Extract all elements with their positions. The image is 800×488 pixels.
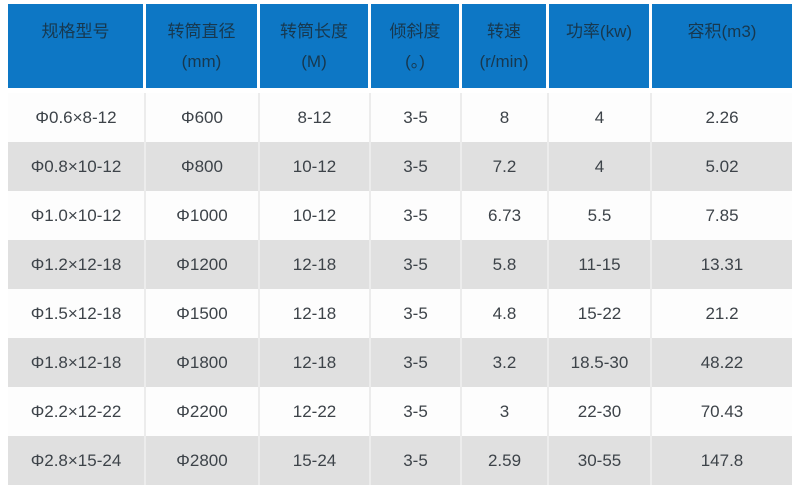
table-cell: Φ1000: [146, 191, 260, 240]
column-header-7: 容积(m3): [652, 4, 792, 93]
table-cell: Φ2.2×12-22: [8, 387, 146, 436]
table-cell: Φ0.8×10-12: [8, 142, 146, 191]
table-cell: 3-5: [371, 93, 462, 142]
table-cell: 2.26: [705, 107, 739, 127]
table-row: Φ2.8×15-24 Φ2800 15-24 3-5 2.59 30-55 147.8: [8, 436, 792, 485]
table-cell: 12-18: [260, 338, 371, 387]
spec-table-body: Φ0.6×8-12 Φ600 8-12 3-5 8 4 2.26 Φ0.8×10-12 Φ800…: [8, 93, 792, 485]
table-cell: 13.31: [700, 254, 744, 274]
table-cell: Φ1.5×12-18: [8, 289, 146, 338]
table-row: Φ0.6×8-12 Φ600 8-12 3-5 8 4 2.26: [8, 93, 792, 142]
table-cell: 30-55: [549, 436, 652, 485]
table-cell: 5.02: [705, 156, 739, 176]
table-row: Φ1.5×12-18 Φ1500 12-18 3-5 4.8 15-22 21.2: [8, 289, 792, 338]
table-cell: 6.73: [462, 191, 549, 240]
column-header-3: 转筒长度 (M): [260, 4, 371, 93]
table-cell: 15-22: [549, 289, 652, 338]
table-cell: 5.5: [549, 191, 652, 240]
table-cell: 70.43: [700, 401, 744, 421]
table-cell: 7.85: [705, 205, 739, 225]
table-cell: 4: [549, 93, 652, 142]
table-cell: 3: [462, 387, 549, 436]
table-cell: 3-5: [371, 436, 462, 485]
table-cell: 5.8: [462, 240, 549, 289]
table-row: Φ1.8×12-18 Φ1800 12-18 3-5 3.2 18.5-30 48.22: [8, 338, 792, 387]
table-cell: 12-18: [260, 240, 371, 289]
table-cell: 3-5: [371, 240, 462, 289]
table-cell: 22-30: [549, 387, 652, 436]
column-header-5: 转速 (r/min): [462, 4, 549, 93]
table-cell: Φ1.8×12-18: [8, 338, 146, 387]
table-cell: 18.5-30: [549, 338, 652, 387]
table-cell: 3-5: [371, 338, 462, 387]
spec-table: 规格型号 转筒直径 (mm) 转筒长度 (M) 倾斜度 (。) 转速 (r/min) 功率…: [8, 4, 792, 485]
table-cell: 21.2: [705, 303, 739, 323]
table-cell: 147.8: [700, 450, 744, 470]
table-cell: 4: [549, 142, 652, 191]
table-cell: 12-18: [260, 289, 371, 338]
table-cell: 3-5: [371, 191, 462, 240]
column-header-6: 功率(kw): [549, 4, 652, 93]
table-row: Φ0.8×10-12 Φ800 10-12 3-5 7.2 4 5.02: [8, 142, 792, 191]
table-cell: 11-15: [549, 240, 652, 289]
column-header-2: 转筒直径 (mm): [146, 4, 260, 93]
table-cell: 3-5: [371, 387, 462, 436]
table-cell: 3-5: [371, 289, 462, 338]
column-header-1: 规格型号: [8, 4, 146, 93]
table-cell: 8: [462, 93, 549, 142]
table-cell: 7.2: [462, 142, 549, 191]
table-cell: Φ0.6×8-12: [8, 93, 146, 142]
table-cell: 2.59: [462, 436, 549, 485]
table-cell: Φ1.0×10-12: [8, 191, 146, 240]
table-cell: Φ800: [146, 142, 260, 191]
table-cell: 3-5: [371, 142, 462, 191]
table-row: Φ1.2×12-18 Φ1200 12-18 3-5 5.8 11-15 13.31: [8, 240, 792, 289]
table-cell: 4.8: [462, 289, 549, 338]
table-cell: 48.22: [700, 352, 744, 372]
table-cell: 12-22: [260, 387, 371, 436]
table-cell: 8-12: [260, 93, 371, 142]
table-cell: 10-12: [260, 142, 371, 191]
table-cell: Φ2200: [146, 387, 260, 436]
table-cell: Φ1.2×12-18: [8, 240, 146, 289]
table-cell: Φ1800: [146, 338, 260, 387]
header-row: 规格型号 转筒直径 (mm) 转筒长度 (M) 倾斜度 (。) 转速 (r/min) 功率…: [8, 4, 792, 93]
spec-table-header: 规格型号 转筒直径 (mm) 转筒长度 (M) 倾斜度 (。) 转速 (r/min) 功率…: [8, 4, 792, 93]
table-cell: Φ1500: [146, 289, 260, 338]
column-header-4: 倾斜度 (。): [371, 4, 462, 93]
table-cell: Φ2.8×15-24: [8, 436, 146, 485]
table-row: Φ2.2×12-22 Φ2200 12-22 3-5 3 22-30 70.43: [8, 387, 792, 436]
table-cell: Φ600: [146, 93, 260, 142]
table-cell: Φ1200: [146, 240, 260, 289]
table-cell: 10-12: [260, 191, 371, 240]
table-row: Φ1.0×10-12 Φ1000 10-12 3-5 6.73 5.5 7.85: [8, 191, 792, 240]
table-cell: 15-24: [260, 436, 371, 485]
table-cell: Φ2800: [146, 436, 260, 485]
table-cell: 3.2: [462, 338, 549, 387]
